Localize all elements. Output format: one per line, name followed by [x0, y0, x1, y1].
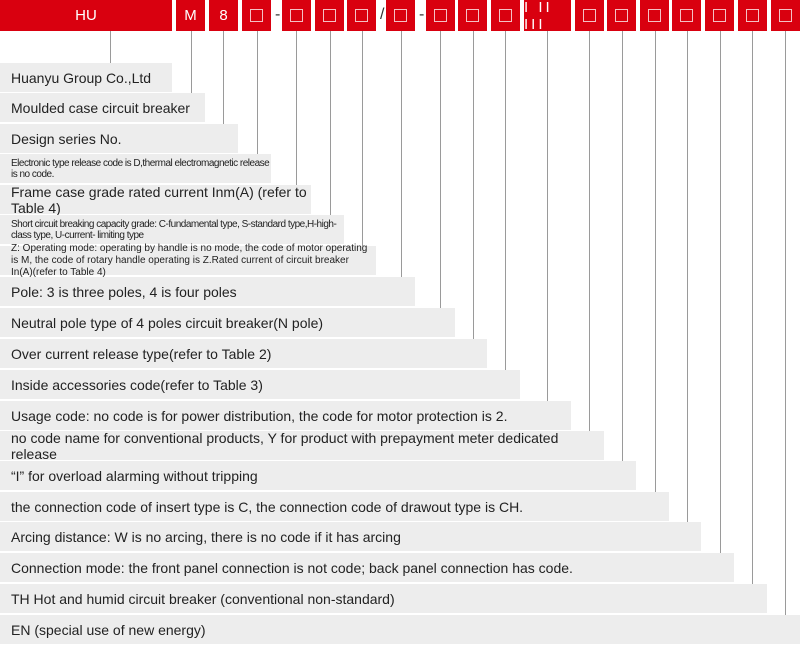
description-text: Huanyu Group Co.,Ltd	[11, 69, 152, 86]
connector-line	[110, 31, 111, 63]
square-placeholder-icon	[434, 9, 447, 22]
description-row: the connection code of insert type is C,…	[0, 492, 669, 521]
code-box-13	[575, 0, 604, 31]
square-placeholder-icon	[713, 9, 726, 22]
square-placeholder-icon	[290, 9, 303, 22]
description-text: TH Hot and humid circuit breaker (conven…	[11, 590, 395, 607]
code-box-14	[607, 0, 636, 31]
code-box-10	[458, 0, 487, 31]
connector-line	[720, 31, 721, 553]
description-row: Inside accessories code(refer to Table 3…	[0, 370, 520, 399]
description-text: Inside accessories code(refer to Table 3…	[11, 376, 263, 393]
description-text: no code name for conventional products, …	[11, 429, 559, 462]
code-box-3: 8	[209, 0, 238, 31]
code-box-7	[347, 0, 376, 31]
square-placeholder-icon	[323, 9, 336, 22]
connector-line	[257, 31, 258, 154]
description-row: Short circuit breaking capacity grade: C…	[0, 215, 344, 244]
code-box-17	[705, 0, 734, 31]
description-text: Pole: 3 is three poles, 4 is four poles	[11, 283, 237, 300]
description-row: Pole: 3 is three poles, 4 is four poles	[0, 277, 415, 306]
square-placeholder-icon	[583, 9, 596, 22]
connector-line	[589, 31, 590, 431]
connector-line	[473, 31, 474, 339]
description-text: Usage code: no code is for power distrib…	[11, 407, 508, 424]
description-text: Arcing distance: W is no arcing, there i…	[11, 528, 401, 545]
description-row: Design series No.	[0, 124, 238, 153]
description-row: Neutral pole type of 4 poles circuit bre…	[0, 308, 455, 337]
description-text: Short circuit breaking capacity grade: C…	[11, 218, 337, 241]
code-box-8	[386, 0, 415, 31]
square-placeholder-icon	[746, 9, 759, 22]
description-text: the connection code of insert type is C,…	[11, 498, 524, 515]
description-text: Design series No.	[11, 130, 122, 147]
description-row: Huanyu Group Co.,Ltd	[0, 63, 172, 92]
description-row: Over current release type(refer to Table…	[0, 339, 487, 368]
description-text: Over current release type(refer to Table…	[11, 345, 272, 362]
square-placeholder-icon	[648, 9, 661, 22]
connector-line	[547, 31, 548, 401]
code-separator: /	[380, 6, 385, 23]
description-text: “I” for overload alarming without trippi…	[11, 467, 258, 484]
code-box-5	[282, 0, 311, 31]
description-row: Usage code: no code is for power distrib…	[0, 401, 571, 430]
connector-line	[622, 31, 623, 461]
square-placeholder-icon	[779, 9, 792, 22]
description-text: Frame case grade rated current Inm(A) (r…	[11, 183, 307, 216]
description-text: Connection mode: the front panel connect…	[11, 559, 573, 576]
connector-line	[401, 31, 402, 277]
code-separator: -	[419, 6, 425, 23]
square-placeholder-icon	[250, 9, 263, 22]
code-box-label: M	[184, 7, 197, 24]
code-box-12: I II III	[524, 0, 571, 33]
description-row: Electronic type release code is D,therma…	[0, 154, 271, 183]
code-box-19	[771, 0, 800, 31]
description-row: “I” for overload alarming without trippi…	[0, 461, 636, 490]
connector-line	[296, 31, 297, 185]
code-box-9	[426, 0, 455, 31]
code-box-11	[491, 0, 520, 31]
description-text: Z: Operating mode: operating by handle i…	[11, 242, 368, 278]
connector-line	[223, 31, 224, 124]
description-row: no code name for conventional products, …	[0, 429, 604, 462]
square-placeholder-icon	[615, 9, 628, 22]
description-row: Connection mode: the front panel connect…	[0, 553, 734, 582]
description-text: EN (special use of new energy)	[11, 621, 206, 638]
connector-line	[655, 31, 656, 492]
code-box-label: HU	[75, 7, 97, 24]
description-row: Moulded case circuit breaker	[0, 93, 205, 122]
description-row: Z: Operating mode: operating by handle i…	[0, 243, 376, 278]
connector-line	[362, 31, 363, 246]
code-box-label: 8	[219, 7, 228, 24]
connector-line	[440, 31, 441, 308]
code-box-15	[640, 0, 669, 31]
square-placeholder-icon	[499, 9, 512, 22]
description-row: EN (special use of new energy)	[0, 615, 800, 644]
connector-line	[330, 31, 331, 215]
code-box-18	[738, 0, 767, 31]
connector-line	[752, 31, 753, 584]
square-placeholder-icon	[394, 9, 407, 22]
code-box-label: I II III	[524, 0, 553, 33]
description-row: Arcing distance: W is no arcing, there i…	[0, 522, 701, 551]
connector-line	[505, 31, 506, 370]
description-row: Frame case grade rated current Inm(A) (r…	[0, 183, 311, 216]
description-row: TH Hot and humid circuit breaker (conven…	[0, 584, 767, 613]
code-box-4	[242, 0, 271, 31]
code-box-16	[672, 0, 701, 31]
connector-line	[687, 31, 688, 522]
code-box-1: HU	[0, 0, 172, 31]
connector-line	[785, 31, 786, 615]
description-text: Moulded case circuit breaker	[11, 99, 190, 116]
code-box-2: M	[176, 0, 205, 31]
code-box-6	[315, 0, 344, 31]
square-placeholder-icon	[680, 9, 693, 22]
square-placeholder-icon	[466, 9, 479, 22]
connector-line	[191, 31, 192, 93]
code-separator: -	[275, 6, 281, 23]
description-text: Electronic type release code is D,therma…	[11, 157, 270, 180]
description-text: Neutral pole type of 4 poles circuit bre…	[11, 314, 324, 331]
square-placeholder-icon	[355, 9, 368, 22]
